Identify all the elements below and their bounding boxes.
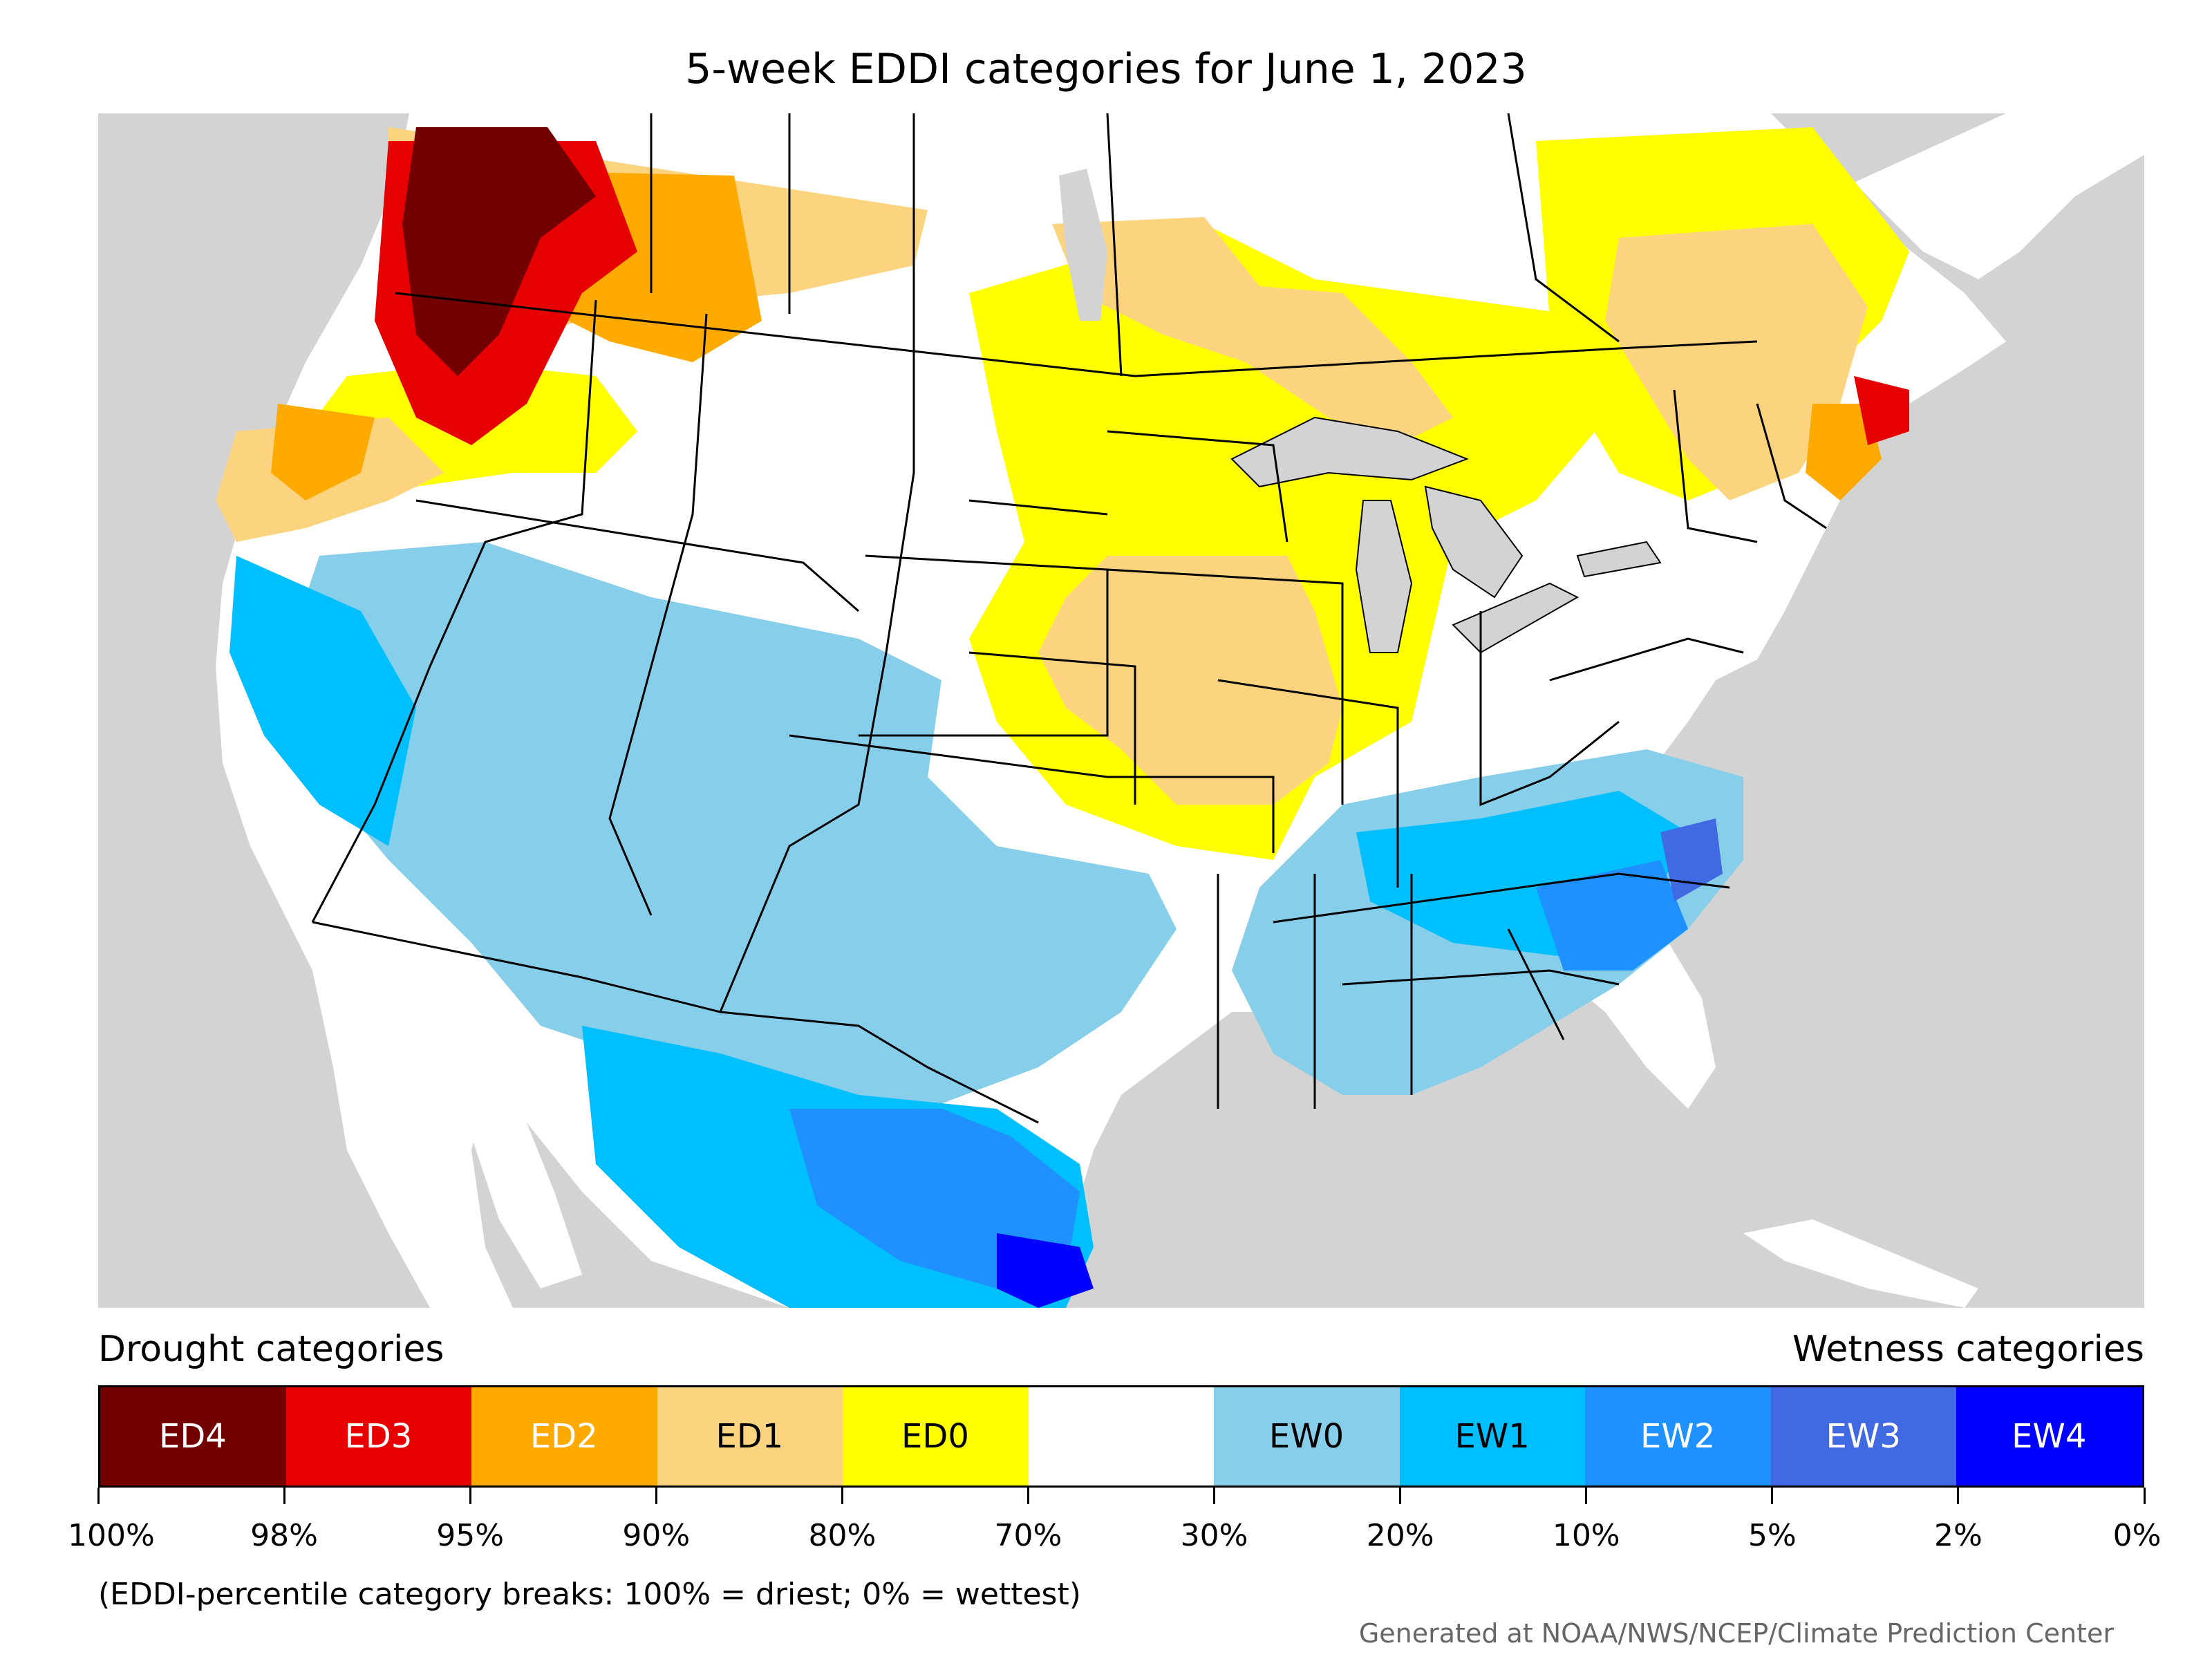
lake-michigan — [1355, 500, 1413, 653]
drought-ed1-midwest — [1038, 556, 1342, 805]
drought-categories-title: Drought categories — [98, 1329, 444, 1370]
colorbar-tick — [2143, 1488, 2146, 1504]
lake-winnipeg — [1059, 169, 1107, 321]
colorbar-cell: EW0 — [1214, 1387, 1400, 1485]
colorbar-ticks — [97, 1488, 2146, 1507]
colorbar-tick-label: 70% — [994, 1518, 1062, 1553]
category-breaks-note: (EDDI-percentile category breaks: 100% =… — [98, 1577, 1081, 1612]
colorbar-tick-label: 10% — [1552, 1518, 1620, 1553]
lake-superior — [1230, 416, 1469, 488]
lake-erie — [1452, 582, 1580, 654]
colorbar-cell: EW3 — [1770, 1387, 1957, 1485]
colorbar-tick — [841, 1488, 843, 1504]
colorbar-tick — [655, 1488, 657, 1504]
wetness-ew2-carolina — [1536, 860, 1688, 971]
drought-ed4-northwest — [402, 127, 596, 376]
land-area-northeast — [1854, 113, 2144, 279]
wetness-ew4-texas-coast — [997, 1233, 1094, 1308]
state-borders — [311, 113, 1827, 1124]
land-area-baja — [451, 977, 582, 1288]
colorbar-cell: EW2 — [1585, 1387, 1771, 1485]
colorbar-tick-label: 5% — [1747, 1518, 1797, 1553]
colorbar-tick — [1585, 1488, 1588, 1504]
land-area-cuba — [1743, 1219, 1978, 1308]
colorbar-tick-label: 30% — [1180, 1518, 1248, 1553]
drought-ed2-newengland — [1806, 404, 1882, 500]
colorbar-tick-label: 0% — [2112, 1518, 2162, 1553]
colorbar-tick — [1399, 1488, 1402, 1504]
drought-ed2-oregon — [271, 404, 375, 500]
eddi-map — [98, 113, 2144, 1308]
wetness-ew0-west — [278, 542, 1177, 1109]
colorbar-tick-label: 100% — [67, 1518, 155, 1553]
lake-huron — [1424, 485, 1524, 599]
colorbar-cell: ED4 — [100, 1387, 286, 1485]
wetness-categories-title: Wetness categories — [1792, 1329, 2144, 1370]
colorbar-cell: ED3 — [285, 1387, 472, 1485]
colorbar-cell — [1028, 1387, 1215, 1485]
colorbar-tick — [469, 1488, 471, 1504]
colorbar-tick-label: 2% — [1934, 1518, 1983, 1553]
colorbar-tick — [1027, 1488, 1029, 1504]
wetness-ew1-california — [229, 556, 416, 846]
colorbar-cell: ED2 — [471, 1387, 657, 1485]
colorbar-tick-label: 95% — [436, 1518, 505, 1553]
lake-ontario — [1576, 541, 1662, 578]
colorbar-tick — [1213, 1488, 1216, 1504]
colorbar-tick — [1771, 1488, 1774, 1504]
colorbar-cell: EW4 — [1956, 1387, 2143, 1485]
colorbar-tick — [1957, 1488, 1960, 1504]
colorbar-tick — [283, 1488, 285, 1504]
colorbar-tick — [97, 1488, 100, 1504]
colorbar-cell: ED0 — [843, 1387, 1029, 1485]
colorbar-tick-label: 90% — [622, 1518, 691, 1553]
credit-line: Generated at NOAA/NWS/NCEP/Climate Predi… — [1358, 1618, 2114, 1649]
category-colorbar: ED4 ED3 ED2 ED1 ED0 EW0 EW1 EW2 EW3 EW4 — [98, 1385, 2144, 1488]
colorbar-tick-label: 98% — [250, 1518, 318, 1553]
colorbar-tick-label: 80% — [808, 1518, 877, 1553]
map-title: 5-week EDDI categories for June 1, 2023 — [685, 45, 1527, 93]
colorbar-cell: EW1 — [1399, 1387, 1586, 1485]
colorbar-tick-label: 20% — [1366, 1518, 1434, 1553]
colorbar-cell: ED1 — [657, 1387, 843, 1485]
drought-ed3-maine — [1854, 376, 1909, 445]
drought-ed1-quebec — [1605, 224, 1868, 500]
drought-ed1-canada — [1052, 217, 1453, 445]
